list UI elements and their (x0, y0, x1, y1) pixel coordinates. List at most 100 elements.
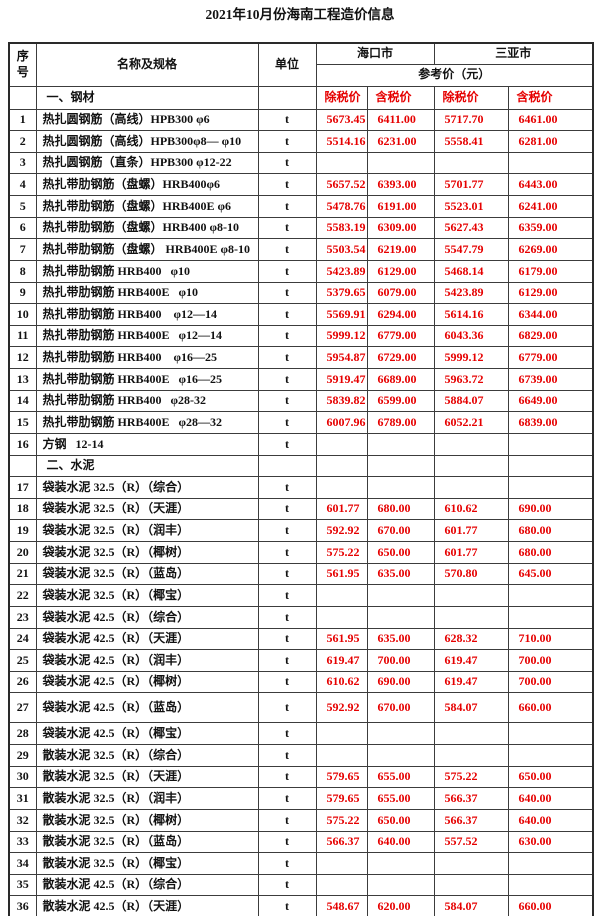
price-value-2: 601.77 (433, 541, 509, 564)
item-name: 散装水泥 32.5（R）（综合） (35, 744, 259, 767)
price-value-2: 5558.41 (433, 130, 509, 153)
price-value-0: 579.65 (315, 787, 368, 810)
row-seq: 9 (8, 281, 37, 305)
price-value-0: 5919.47 (315, 368, 368, 391)
item-name: 热扎圆钢筋（高线）HPB300 φ6 (35, 108, 259, 132)
price-value-3: 660.00 (507, 692, 594, 724)
price-value-3: 6179.00 (507, 259, 594, 283)
item-unit: t (257, 130, 317, 153)
item-name: 散装水泥 32.5（R）（天涯） (35, 765, 259, 789)
row-seq: 2 (8, 130, 37, 153)
price-value-2: 619.47 (433, 670, 509, 694)
price-value-1: 6689.00 (366, 368, 435, 391)
price-value-3: 6839.00 (507, 411, 594, 434)
table-row: 12 热扎带肋钢筋 HRB400 φ16—25 t 5954.87 6729.00 599… (8, 346, 594, 369)
price-value-2 (433, 722, 509, 745)
item-name: 袋装水泥 42.5（R）（椰树） (35, 670, 259, 694)
price-value-2: 566.37 (433, 808, 509, 832)
table-row: 24 袋装水泥 42.5（R）（天涯） t 561.95 635.00 628.32 710… (8, 627, 594, 651)
row-seq: 19 (8, 519, 37, 542)
price-value-1: 6231.00 (366, 130, 435, 153)
item-name: 散装水泥 42.5（R）（天涯） (35, 895, 259, 916)
row-seq: 12 (8, 346, 37, 369)
price-value-2: 557.52 (433, 830, 509, 854)
item-unit: t (257, 281, 317, 305)
item-unit: t (257, 670, 317, 694)
table-row: 20 袋装水泥 32.5（R）（椰树） t 575.22 650.00 601.77 680… (8, 541, 594, 564)
row-seq: 7 (8, 238, 37, 261)
item-unit: t (257, 744, 317, 767)
price-value-3: 6359.00 (507, 216, 594, 240)
price-value-0: 5514.16 (315, 130, 368, 153)
price-value-2: 5547.79 (433, 238, 509, 261)
price-value-0 (315, 454, 368, 478)
price-value-0: 5379.65 (315, 281, 368, 305)
price-value-1: 6779.00 (366, 324, 435, 348)
price-value-0: 619.47 (315, 649, 368, 672)
price-value-1: 6729.00 (366, 346, 435, 369)
item-unit: t (257, 627, 317, 651)
item-name: 热扎圆钢筋（直条）HPB300 φ12-22 (35, 151, 259, 175)
table-row: 5 热扎带肋钢筋（盘螺）HRB400E φ6 t 5478.76 6191.00 5523… (8, 195, 594, 218)
item-name: 袋装水泥 32.5（R）（蓝岛） (35, 562, 259, 586)
table-header: 序号 名称及规格 单位 海口市 三亚市 参考价（元） 一、钢材 除税价 含税价 … (8, 42, 594, 110)
price-value-1: 6309.00 (366, 216, 435, 240)
row-seq: 15 (8, 411, 37, 434)
price-value-1 (366, 432, 435, 456)
price-value-0: 5478.76 (315, 195, 368, 218)
row-seq: 3 (8, 151, 37, 175)
row-seq: 14 (8, 389, 37, 413)
price-value-2 (433, 852, 509, 875)
item-name: 袋装水泥 32.5（R）（椰树） (35, 541, 259, 564)
empty-cell (257, 85, 317, 110)
item-name: 袋装水泥 42.5（R）（蓝岛） (35, 692, 259, 724)
price-value-0: 575.22 (315, 808, 368, 832)
price-value-3: 680.00 (507, 519, 594, 542)
table-row: 22 袋装水泥 32.5（R）（椰宝） t (8, 584, 594, 607)
table-row: 19 袋装水泥 32.5（R）（润丰） t 592.92 670.00 601.77 680… (8, 519, 594, 542)
table-row: 30 散装水泥 32.5（R）（天涯） t 579.65 655.00 575.22 650… (8, 765, 594, 789)
price-value-0: 561.95 (315, 627, 368, 651)
row-seq: 29 (8, 744, 37, 767)
price-value-0: 579.65 (315, 765, 368, 789)
price-value-3: 700.00 (507, 649, 594, 672)
col-header-seq: 序号 (8, 42, 37, 87)
item-unit: t (257, 368, 317, 391)
row-seq: 10 (8, 303, 37, 326)
item-unit: t (257, 346, 317, 369)
price-value-1: 6129.00 (366, 259, 435, 283)
price-value-2 (433, 584, 509, 607)
row-seq: 32 (8, 808, 37, 832)
price-value-0: 5839.82 (315, 389, 368, 413)
price-value-1 (366, 744, 435, 767)
col-header-extax-haikou: 除税价 (315, 85, 368, 110)
price-value-2 (433, 744, 509, 767)
price-value-2: 575.22 (433, 765, 509, 789)
row-seq: 36 (8, 895, 37, 916)
price-value-1: 655.00 (366, 765, 435, 789)
price-value-3: 6281.00 (507, 130, 594, 153)
item-unit: t (257, 411, 317, 434)
price-value-3 (507, 432, 594, 456)
section-row: 二、水泥 (8, 454, 594, 478)
price-value-1: 650.00 (366, 808, 435, 832)
header-row-cities: 序号 名称及规格 单位 海口市 三亚市 (8, 42, 594, 87)
page-title: 2021年10月份海南工程造价信息 (205, 7, 395, 22)
item-name: 散装水泥 32.5（R）（椰树） (35, 808, 259, 832)
price-value-2: 566.37 (433, 787, 509, 810)
row-seq (8, 454, 37, 478)
item-name: 袋装水泥 32.5（R）（综合） (35, 476, 259, 499)
price-value-1: 620.00 (366, 895, 435, 916)
price-value-0 (315, 151, 368, 175)
price-value-1: 6411.00 (366, 108, 435, 132)
price-value-1 (366, 852, 435, 875)
price-value-3: 680.00 (507, 541, 594, 564)
item-unit: t (257, 722, 317, 745)
price-value-2: 601.77 (433, 519, 509, 542)
price-value-3 (507, 873, 594, 897)
price-value-3: 6443.00 (507, 173, 594, 196)
row-seq: 4 (8, 173, 37, 196)
price-value-2: 5701.77 (433, 173, 509, 196)
col-header-inctax-sanya: 含税价 (507, 85, 594, 110)
table-row: 3 热扎圆钢筋（直条）HPB300 φ12-22 t (8, 151, 594, 175)
